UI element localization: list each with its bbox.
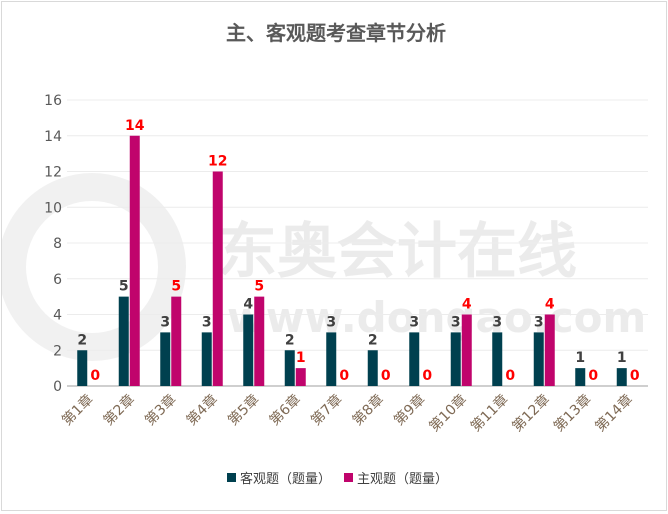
bar-objective <box>243 314 254 386</box>
x-tick-label: 第9章 <box>390 391 428 429</box>
bar-subjective <box>171 296 182 386</box>
data-label: 2 <box>77 332 87 348</box>
x-tick-label: 第8章 <box>349 391 387 429</box>
chart-title: 主、客观题考查章节分析 <box>226 21 446 45</box>
data-label: 0 <box>630 368 640 384</box>
data-label: 3 <box>409 314 419 330</box>
bar-objective <box>533 332 544 386</box>
legend-label: 主观题（题量） <box>357 472 448 487</box>
data-label: 0 <box>381 368 391 384</box>
y-tick-label: 0 <box>53 379 62 395</box>
watermark-brand: 东奥会计在线 <box>217 217 577 287</box>
y-tick-label: 14 <box>44 129 62 145</box>
x-tick-label: 第12章 <box>509 391 553 435</box>
data-label: 12 <box>208 154 227 170</box>
bar-objective <box>367 350 378 386</box>
data-label: 1 <box>575 350 585 366</box>
y-tick-label: 10 <box>44 200 62 216</box>
data-label: 0 <box>588 368 598 384</box>
bar-objective <box>409 332 420 386</box>
bar-objective <box>160 332 171 386</box>
x-tick-label: 第14章 <box>592 391 636 435</box>
y-tick-label: 4 <box>53 308 62 324</box>
bar-subjective <box>544 314 555 386</box>
data-label: 2 <box>285 332 295 348</box>
data-label: 3 <box>534 314 544 330</box>
data-label: 0 <box>422 368 432 384</box>
data-label: 3 <box>451 314 461 330</box>
data-label: 0 <box>339 368 349 384</box>
data-label: 2 <box>368 332 378 348</box>
data-label: 14 <box>125 118 145 134</box>
bar-objective <box>326 332 337 386</box>
bar-objective <box>450 332 461 386</box>
legend-swatch <box>344 473 353 482</box>
x-tick-label: 第1章 <box>58 391 96 429</box>
watermark-logo <box>2 173 186 361</box>
bar-objective <box>201 332 212 386</box>
bar-subjective <box>212 171 223 386</box>
data-label: 5 <box>171 279 181 295</box>
data-label: 3 <box>160 314 170 330</box>
bar-subjective <box>129 135 140 386</box>
bar-objective <box>77 350 88 386</box>
x-tick-label: 第4章 <box>183 391 221 429</box>
data-label: 4 <box>243 297 253 313</box>
y-tick-label: 2 <box>53 343 62 359</box>
legend-label: 客观题（题量） <box>240 471 331 487</box>
data-label: 3 <box>492 314 502 330</box>
data-label: 1 <box>617 350 627 366</box>
watermark: 东奥会计在线 www.dongao.com <box>2 173 646 361</box>
data-label: 3 <box>326 314 336 330</box>
bar-subjective <box>254 296 265 386</box>
legend-swatch <box>227 473 236 482</box>
x-tick-label: 第6章 <box>266 391 304 429</box>
y-tick-label: 12 <box>44 165 62 181</box>
bar-objective <box>492 332 503 386</box>
data-label: 0 <box>90 368 100 384</box>
x-tick-label: 第7章 <box>307 391 345 429</box>
data-label: 0 <box>505 368 515 384</box>
x-tick-label: 第13章 <box>550 391 594 435</box>
bar-objective <box>575 368 586 386</box>
x-tick-label: 第5章 <box>224 391 262 429</box>
data-label: 5 <box>119 279 129 295</box>
data-label: 3 <box>202 314 212 330</box>
x-tick-label: 第11章 <box>467 391 511 435</box>
y-tick-label: 16 <box>44 93 62 109</box>
x-tick-label: 第10章 <box>426 391 470 435</box>
bar-objective <box>118 296 129 386</box>
bar-objective <box>616 368 627 386</box>
data-label: 4 <box>545 297 555 313</box>
y-tick-label: 6 <box>53 272 62 288</box>
bar-subjective <box>461 314 472 386</box>
data-label: 1 <box>296 350 306 366</box>
bar-subjective <box>295 368 306 386</box>
bar-objective <box>284 350 295 386</box>
data-label: 5 <box>254 279 264 295</box>
y-tick-label: 8 <box>53 236 62 252</box>
x-tick-label: 第2章 <box>100 391 138 429</box>
x-tick-label: 第3章 <box>141 391 179 429</box>
watermark-url: www.dongao.com <box>227 293 646 342</box>
data-label: 4 <box>462 297 472 313</box>
